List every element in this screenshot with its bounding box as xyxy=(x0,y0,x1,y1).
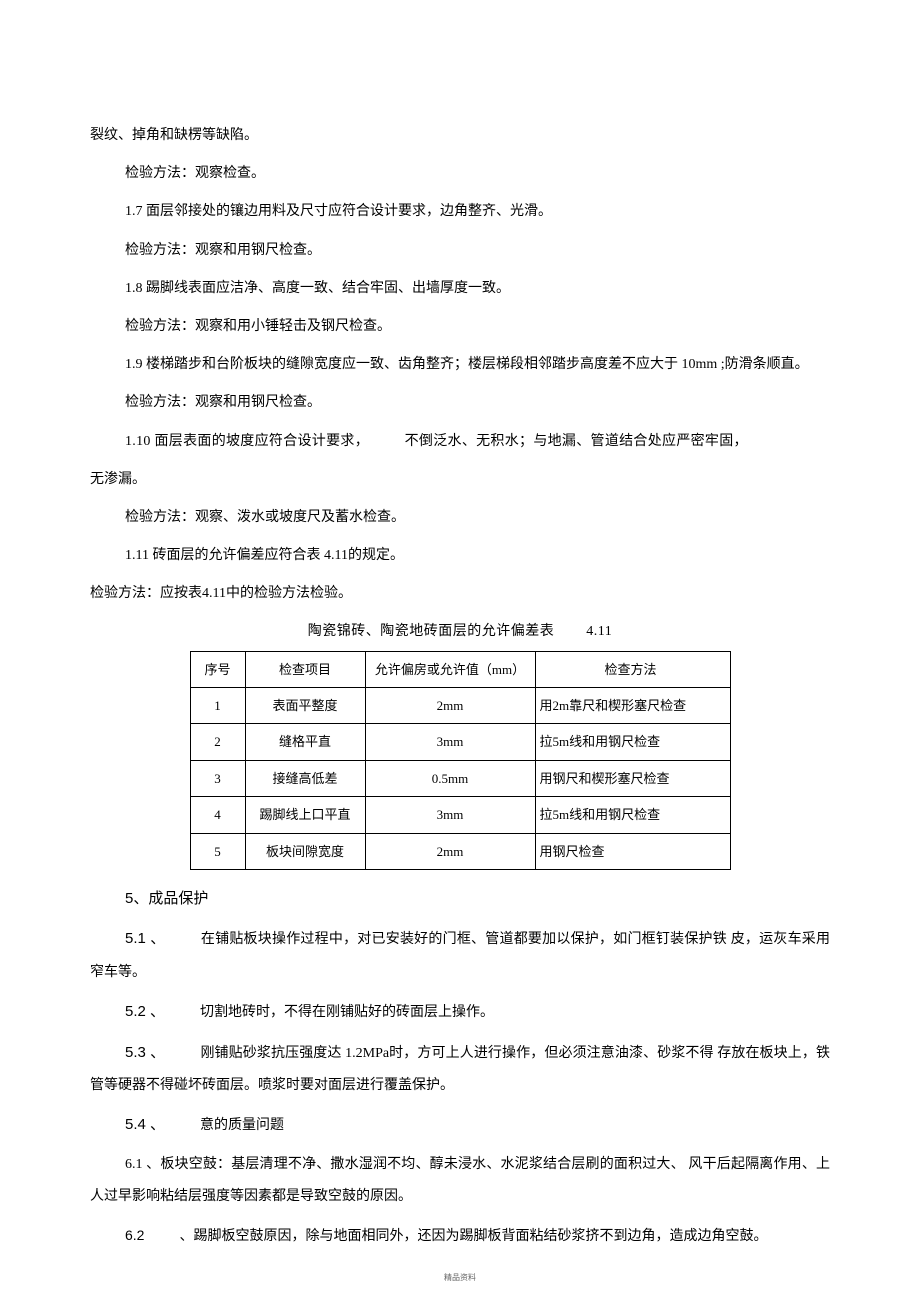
paragraph-1-11: 1.11 砖面层的允许偏差应符合表 4.11的规定。 xyxy=(90,540,830,572)
table-header-row: 序号 检查项目 允许偏房或允许值（mm） 检查方法 xyxy=(190,651,730,687)
th-seq: 序号 xyxy=(190,651,245,687)
cell-value: 0.5mm xyxy=(365,760,535,796)
section-5-heading: 5、成品保护 xyxy=(90,882,830,917)
num-5-2: 5.2 、 xyxy=(125,1003,165,1020)
cell-seq: 1 xyxy=(190,688,245,724)
table-row: 3 接缝高低差 0.5mm 用钢尺和楔形塞尺检查 xyxy=(190,760,730,796)
paragraph-inspect-5: 检验方法：观察、泼水或坡度尺及蓄水检查。 xyxy=(90,502,830,534)
cell-method: 用钢尺和楔形塞尺检查 xyxy=(535,760,730,796)
paragraph-1-7: 1.7 面层邻接处的镶边用料及尺寸应符合设计要求，边角整齐、光滑。 xyxy=(90,196,830,228)
paragraph-defects: 裂纹、掉角和缺楞等缺陷。 xyxy=(90,120,830,152)
text-1-10-a: 1.10 面层表面的坡度应符合设计要求， xyxy=(125,434,369,449)
cell-method: 拉5m线和用钢尺检查 xyxy=(535,797,730,833)
text-5-2: 切割地砖时，不得在刚铺贴好的砖面层上操作。 xyxy=(200,1005,494,1020)
section-5-4-heading: 5.4 、 意的质量问题 xyxy=(90,1108,830,1143)
cell-item: 缝格平直 xyxy=(245,724,365,760)
num-5-3: 5.3 、 xyxy=(125,1044,165,1061)
text-5-1: 在铺贴板块操作过程中，对已安装好的门框、管道都要加以保护，如门框钉装保护铁 皮，… xyxy=(90,932,830,980)
text-1-9: 1.9 楼梯踏步和台阶板块的缝隙宽度应一致、齿角整齐；楼层梯段相邻踏步高度差不应… xyxy=(125,357,809,372)
cell-value: 2mm xyxy=(365,688,535,724)
paragraph-5-3: 5.3 、 刚铺贴砂浆抗压强度达 1.2MPa时，方可上人进行操作，但必须注意油… xyxy=(90,1036,830,1103)
cell-value: 3mm xyxy=(365,797,535,833)
paragraph-inspect-4: 检验方法：观察和用钢尺检查。 xyxy=(90,387,830,419)
cell-item: 接缝高低差 xyxy=(245,760,365,796)
paragraph-6-2: 6.2 、踢脚板空鼓原因，除与地面相同外，还因为踢脚板背面粘结砂浆挤不到边角，造… xyxy=(90,1219,830,1253)
text-5-3: 刚铺贴砂浆抗压强度达 1.2MPa时，方可上人进行操作，但必须注意油漆、砂浆不得… xyxy=(90,1046,830,1094)
paragraph-inspect-2: 检验方法：观察和用钢尺检查。 xyxy=(90,235,830,267)
paragraph-inspect-3: 检验方法：观察和用小锤轻击及钢尺检查。 xyxy=(90,311,830,343)
paragraph-5-1: 5.1 、 在铺贴板块操作过程中，对已安装好的门框、管道都要加以保护，如门框钉装… xyxy=(90,922,830,989)
section-5-text: 5、成品保护 xyxy=(125,890,208,907)
table-title-num: 4.11 xyxy=(586,624,612,639)
paragraph-inspect-6: 检验方法：应按表4.11中的检验方法检验。 xyxy=(90,578,830,610)
table-row: 1 表面平整度 2mm 用2m靠尺和楔形塞尺检查 xyxy=(190,688,730,724)
paragraph-1-10-a: 1.10 面层表面的坡度应符合设计要求， 不倒泛水、无积水；与地漏、管道结合处应… xyxy=(90,426,830,458)
num-5-1: 5.1 、 xyxy=(125,930,165,947)
deviation-table: 序号 检查项目 允许偏房或允许值（mm） 检查方法 1 表面平整度 2mm 用2… xyxy=(190,651,731,870)
text-1-10-b: 不倒泛水、无积水；与地漏、管道结合处应严密牢固， xyxy=(405,434,748,449)
text-6-2: 、踢脚板空鼓原因，除与地面相同外，还因为踢脚板背面粘结砂浆挤不到边角，造成边角空… xyxy=(179,1229,767,1244)
table-title: 陶瓷锦砖、陶瓷地砖面层的允许偏差表 4.11 xyxy=(90,616,830,648)
cell-item: 板块间隙宽度 xyxy=(245,833,365,869)
th-item: 检查项目 xyxy=(245,651,365,687)
paragraph-6-1: 6.1 、板块空鼓：基层清理不净、撒水湿润不均、醇未浸水、水泥浆结合层刷的面积过… xyxy=(90,1149,830,1213)
paragraph-1-8: 1.8 踢脚线表面应洁净、高度一致、结合牢固、出墙厚度一致。 xyxy=(90,273,830,305)
cell-seq: 5 xyxy=(190,833,245,869)
table-row: 4 踢脚线上口平直 3mm 拉5m线和用钢尺检查 xyxy=(190,797,730,833)
table-row: 5 板块间隙宽度 2mm 用钢尺检查 xyxy=(190,833,730,869)
table-row: 2 缝格平直 3mm 拉5m线和用钢尺检查 xyxy=(190,724,730,760)
footer-watermark: 精品资料 xyxy=(0,1272,920,1283)
num-5-4: 5.4 、 xyxy=(125,1116,165,1133)
paragraph-inspect-1: 检验方法：观察检查。 xyxy=(90,158,830,190)
cell-method: 拉5m线和用钢尺检查 xyxy=(535,724,730,760)
paragraph-1-10-b: 无渗漏。 xyxy=(90,464,830,496)
cell-method: 用2m靠尺和楔形塞尺检查 xyxy=(535,688,730,724)
th-method: 检查方法 xyxy=(535,651,730,687)
num-6-2: 6.2 xyxy=(125,1227,144,1243)
cell-item: 表面平整度 xyxy=(245,688,365,724)
cell-seq: 2 xyxy=(190,724,245,760)
cell-method: 用钢尺检查 xyxy=(535,833,730,869)
paragraph-1-9: 1.9 楼梯踏步和台阶板块的缝隙宽度应一致、齿角整齐；楼层梯段相邻踏步高度差不应… xyxy=(90,349,830,381)
text-5-4: 意的质量问题 xyxy=(200,1118,284,1133)
table-title-text: 陶瓷锦砖、陶瓷地砖面层的允许偏差表 xyxy=(308,624,555,639)
cell-seq: 4 xyxy=(190,797,245,833)
paragraph-5-2: 5.2 、 切割地砖时，不得在刚铺贴好的砖面层上操作。 xyxy=(90,995,830,1030)
th-value: 允许偏房或允许值（mm） xyxy=(365,651,535,687)
cell-item: 踢脚线上口平直 xyxy=(245,797,365,833)
cell-value: 3mm xyxy=(365,724,535,760)
cell-value: 2mm xyxy=(365,833,535,869)
cell-seq: 3 xyxy=(190,760,245,796)
